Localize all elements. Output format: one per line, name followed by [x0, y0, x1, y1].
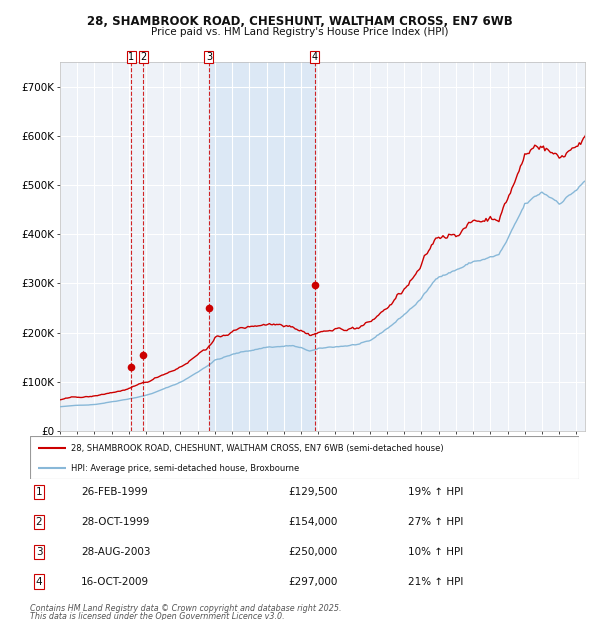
Text: 4: 4: [311, 52, 317, 62]
Text: 21% ↑ HPI: 21% ↑ HPI: [408, 577, 463, 587]
Text: 19% ↑ HPI: 19% ↑ HPI: [408, 487, 463, 497]
Text: HPI: Average price, semi-detached house, Broxbourne: HPI: Average price, semi-detached house,…: [71, 464, 299, 472]
Text: Contains HM Land Registry data © Crown copyright and database right 2025.: Contains HM Land Registry data © Crown c…: [30, 604, 341, 613]
Text: 3: 3: [206, 52, 212, 62]
Text: 2: 2: [140, 52, 146, 62]
Text: 28, SHAMBROOK ROAD, CHESHUNT, WALTHAM CROSS, EN7 6WB (semi-detached house): 28, SHAMBROOK ROAD, CHESHUNT, WALTHAM CR…: [71, 444, 444, 453]
Text: 1: 1: [35, 487, 43, 497]
Text: £129,500: £129,500: [288, 487, 337, 497]
FancyBboxPatch shape: [30, 436, 579, 479]
Text: 28-OCT-1999: 28-OCT-1999: [81, 517, 149, 527]
Text: £297,000: £297,000: [288, 577, 337, 587]
Text: 10% ↑ HPI: 10% ↑ HPI: [408, 547, 463, 557]
Text: This data is licensed under the Open Government Licence v3.0.: This data is licensed under the Open Gov…: [30, 612, 284, 620]
Text: 26-FEB-1999: 26-FEB-1999: [81, 487, 148, 497]
Text: 28, SHAMBROOK ROAD, CHESHUNT, WALTHAM CROSS, EN7 6WB: 28, SHAMBROOK ROAD, CHESHUNT, WALTHAM CR…: [87, 15, 513, 28]
Text: £154,000: £154,000: [288, 517, 337, 527]
Text: £250,000: £250,000: [288, 547, 337, 557]
Text: 4: 4: [35, 577, 43, 587]
Text: 16-OCT-2009: 16-OCT-2009: [81, 577, 149, 587]
Text: Price paid vs. HM Land Registry's House Price Index (HPI): Price paid vs. HM Land Registry's House …: [151, 27, 449, 37]
Text: 27% ↑ HPI: 27% ↑ HPI: [408, 517, 463, 527]
Text: 1: 1: [128, 52, 134, 62]
Text: 2: 2: [35, 517, 43, 527]
Bar: [209, 62, 314, 431]
Text: 3: 3: [35, 547, 43, 557]
Text: 28-AUG-2003: 28-AUG-2003: [81, 547, 151, 557]
